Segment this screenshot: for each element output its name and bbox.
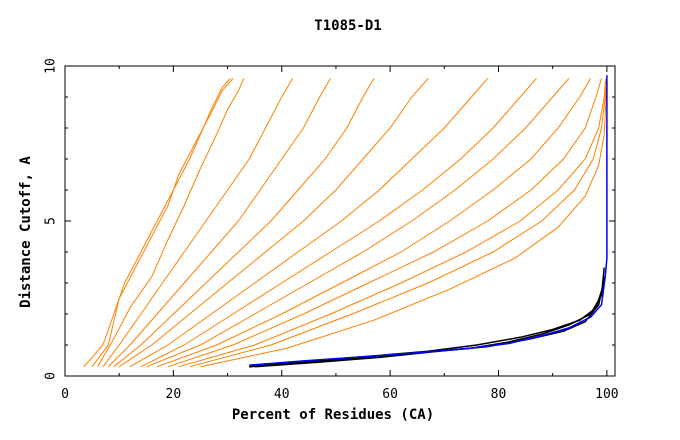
x-tick-label: 0 <box>61 387 69 402</box>
x-tick-label: 100 <box>595 387 618 402</box>
x-axis-label: Percent of Residues (CA) <box>232 407 434 423</box>
series-line-16 <box>249 282 605 368</box>
x-tick-label: 20 <box>166 387 182 402</box>
series-line-2 <box>97 78 245 367</box>
series-line-10 <box>156 78 592 368</box>
series-line-1 <box>91 78 234 367</box>
axis-ticks: 0 20 40 60 80 100 0 5 10 <box>44 58 619 402</box>
plot-frame <box>64 65 616 377</box>
series-line-11 <box>167 78 602 368</box>
series-line-0 <box>83 78 231 368</box>
series-line-3 <box>102 78 294 368</box>
series-line-14 <box>200 78 608 368</box>
series-group <box>83 75 608 368</box>
series-line-9 <box>146 78 570 368</box>
x-tick-label: 80 <box>491 387 507 402</box>
y-axis-label: Distance Cutoff, A <box>18 156 34 308</box>
y-tick-label: 5 <box>44 217 59 225</box>
x-tick-label: 40 <box>274 387 290 402</box>
series-line-18 <box>249 75 608 366</box>
y-tick-label: 10 <box>44 58 59 74</box>
chart-title: T1085-D1 <box>314 18 381 34</box>
series-line-13 <box>189 78 607 368</box>
series-line-17 <box>254 276 606 368</box>
series-line-5 <box>113 78 375 368</box>
x-tick-label: 60 <box>382 387 398 402</box>
series-line-12 <box>178 78 607 368</box>
y-tick-label: 0 <box>44 372 59 380</box>
series-line-15 <box>249 267 605 368</box>
series-line-6 <box>118 78 429 368</box>
series-line-4 <box>107 78 331 368</box>
series-line-7 <box>129 78 489 368</box>
series-line-8 <box>140 78 537 368</box>
